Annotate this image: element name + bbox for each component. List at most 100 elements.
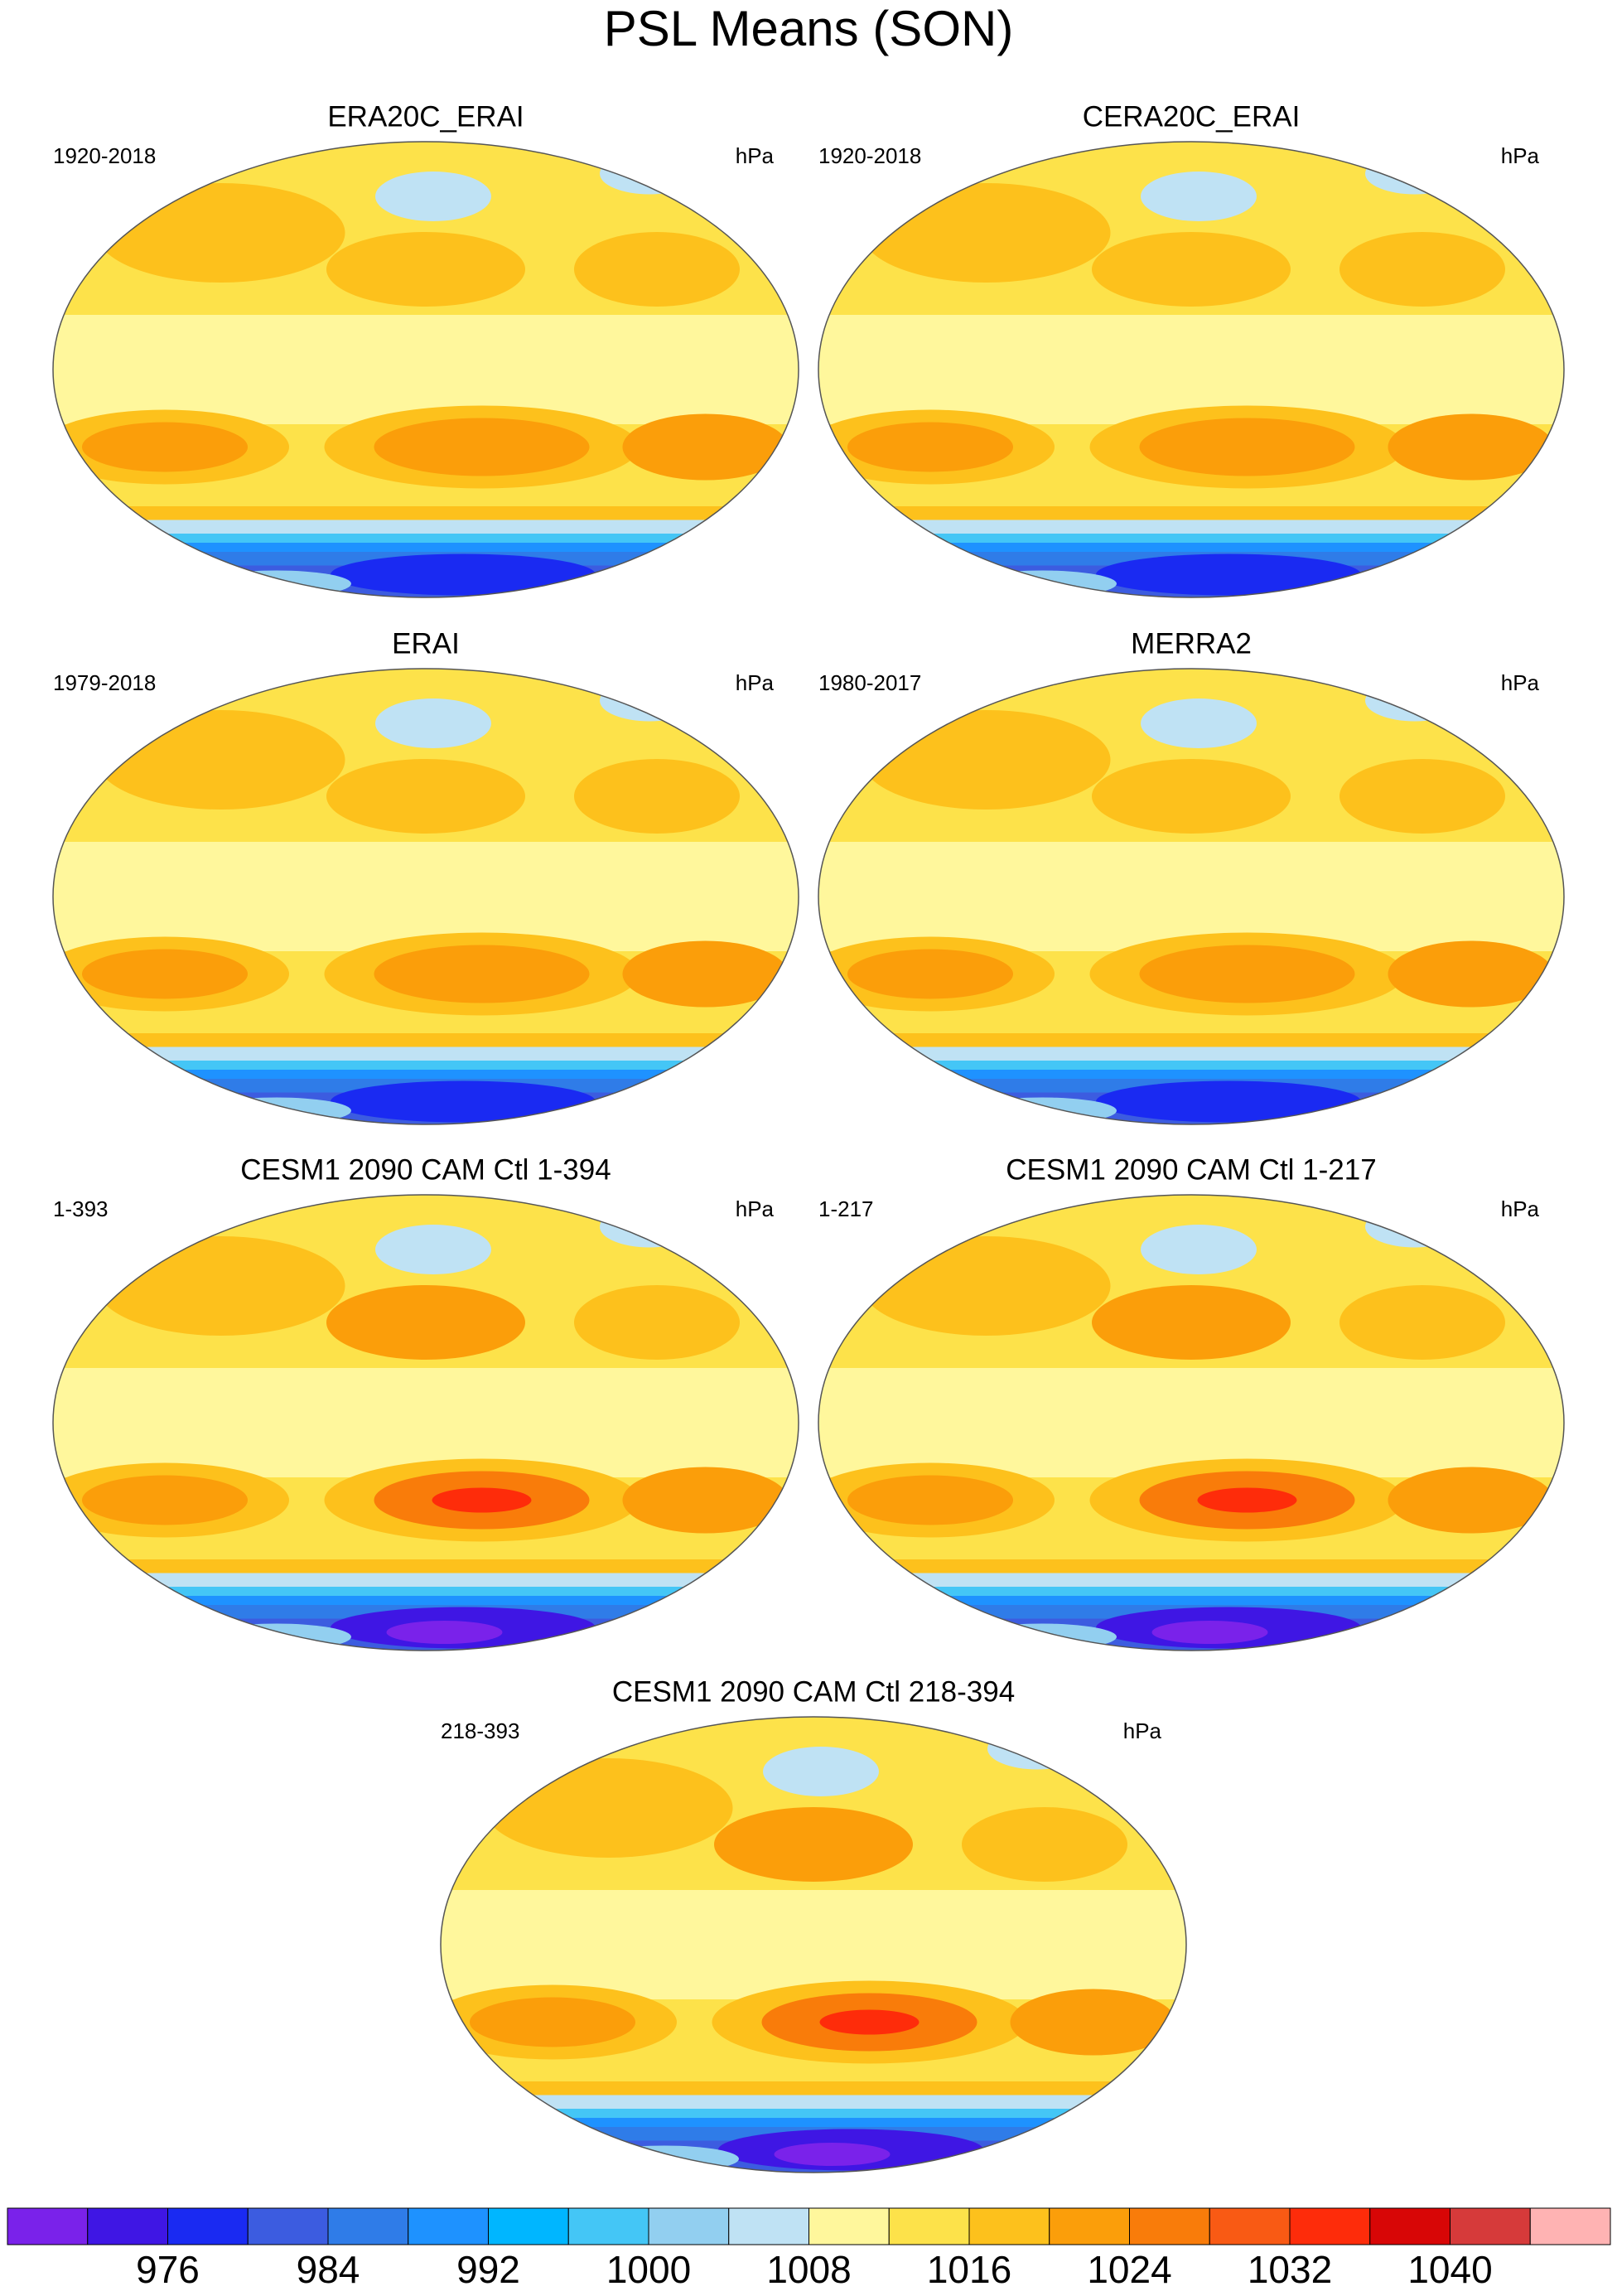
map-band	[53, 543, 799, 552]
map-band	[818, 1070, 1564, 1079]
map	[818, 1195, 1564, 1651]
panel-period: 1920-2018	[53, 143, 156, 168]
map-feature	[326, 232, 525, 307]
map-band	[53, 1046, 799, 1061]
map-feature	[622, 1467, 789, 1534]
map-outline	[818, 668, 1565, 1125]
colorbar-box	[1529, 2207, 1611, 2245]
map-band	[53, 520, 799, 534]
map-feature	[82, 422, 248, 472]
panel-units: hPa	[1123, 1718, 1162, 1743]
colorbar-box	[1049, 2207, 1130, 2245]
colorbar-box	[888, 2207, 970, 2245]
map-feature	[375, 1225, 491, 1274]
map-feature	[968, 1097, 1117, 1124]
map-outline	[52, 1194, 799, 1651]
map	[818, 142, 1564, 597]
map-feature	[375, 698, 491, 748]
map-outline	[818, 141, 1565, 598]
map-band	[441, 2081, 1186, 2095]
map-outline	[52, 668, 799, 1125]
colorbar-label: 992	[456, 2248, 520, 2291]
map-feature	[374, 418, 590, 476]
map-feature	[1092, 1285, 1291, 1360]
panel-title: CESM1 2090 CAM Ctl 218-394	[612, 1675, 1015, 1708]
map-feature	[590, 2145, 739, 2173]
map-feature	[847, 1475, 1013, 1525]
map-feature	[763, 1747, 879, 1796]
map-band	[818, 506, 1564, 520]
panel-units: hPa	[736, 143, 775, 168]
map-feature	[1092, 232, 1291, 307]
map-feature	[774, 2143, 891, 2166]
colorbar-box	[488, 2207, 569, 2245]
map	[53, 1195, 799, 1651]
colorbar-label: 976	[136, 2248, 200, 2291]
colorbar-box	[1450, 2207, 1531, 2245]
colorbar-label: 1040	[1407, 2248, 1492, 2291]
map-band	[818, 1596, 1564, 1605]
colorbar-box	[1129, 2207, 1210, 2245]
colorbar-box	[808, 2207, 890, 2245]
panel-title: CESM1 2090 CAM Ctl 1-394	[240, 1153, 611, 1186]
map-feature	[1141, 1225, 1257, 1274]
colorbar-box	[567, 2207, 649, 2245]
figure-title: PSL Means (SON)	[604, 1, 1014, 56]
panel-units: hPa	[736, 1196, 775, 1221]
map-feature	[574, 759, 740, 834]
map-feature	[847, 949, 1013, 999]
map-feature	[622, 413, 789, 481]
map-band	[818, 534, 1564, 543]
panel-period: 218-393	[441, 1718, 519, 1743]
map-feature	[1339, 759, 1505, 834]
map-band	[53, 1587, 799, 1596]
map-feature	[96, 183, 345, 283]
map-feature	[82, 949, 248, 999]
colorbar-box	[1289, 2207, 1371, 2245]
map-feature	[386, 1621, 503, 1644]
map-feature	[1339, 232, 1505, 307]
panel-title: CESM1 2090 CAM Ctl 1-217	[1006, 1153, 1376, 1186]
map-feature	[1388, 413, 1554, 481]
panel-period: 1980-2017	[818, 670, 921, 695]
map-band	[441, 2095, 1186, 2109]
map-feature	[331, 1080, 596, 1123]
colorbar-box	[7, 2207, 89, 2245]
map-band	[53, 1061, 799, 1070]
map-feature	[622, 940, 789, 1008]
panel-period: 1-393	[53, 1196, 109, 1221]
map-feature	[1339, 1285, 1505, 1360]
colorbar-label: 984	[297, 2248, 360, 2291]
colorbar-box	[728, 2207, 809, 2245]
colorbar-box	[87, 2207, 168, 2245]
map-band	[53, 534, 799, 543]
map	[53, 669, 799, 1124]
panel-title: ERA20C_ERAI	[327, 100, 524, 133]
map-feature	[968, 1623, 1117, 1651]
map-feature	[1096, 1080, 1361, 1123]
map-feature	[331, 553, 596, 596]
map	[53, 142, 799, 597]
map-feature	[96, 1236, 345, 1336]
panel-units: hPa	[1501, 670, 1540, 695]
map-band	[53, 506, 799, 520]
colorbar-box	[1209, 2207, 1291, 2245]
panel-period: 1-217	[818, 1196, 874, 1221]
map-feature	[432, 1487, 532, 1513]
map-feature	[1197, 1487, 1297, 1513]
map-feature	[862, 1236, 1111, 1336]
colorbar-label: 1024	[1087, 2248, 1171, 2291]
map-feature	[1096, 553, 1361, 596]
map-feature	[1092, 759, 1291, 834]
colorbar-label: 1016	[927, 2248, 1011, 2291]
map-feature	[1141, 172, 1257, 221]
map-feature	[1388, 940, 1554, 1008]
panel-units: hPa	[736, 670, 775, 695]
map-feature	[574, 1285, 740, 1360]
map-band	[818, 1559, 1564, 1573]
colorbar-label: 1000	[606, 2248, 691, 2291]
panel-period: 1979-2018	[53, 670, 156, 695]
map-band	[53, 1573, 799, 1587]
map-feature	[82, 1475, 248, 1525]
